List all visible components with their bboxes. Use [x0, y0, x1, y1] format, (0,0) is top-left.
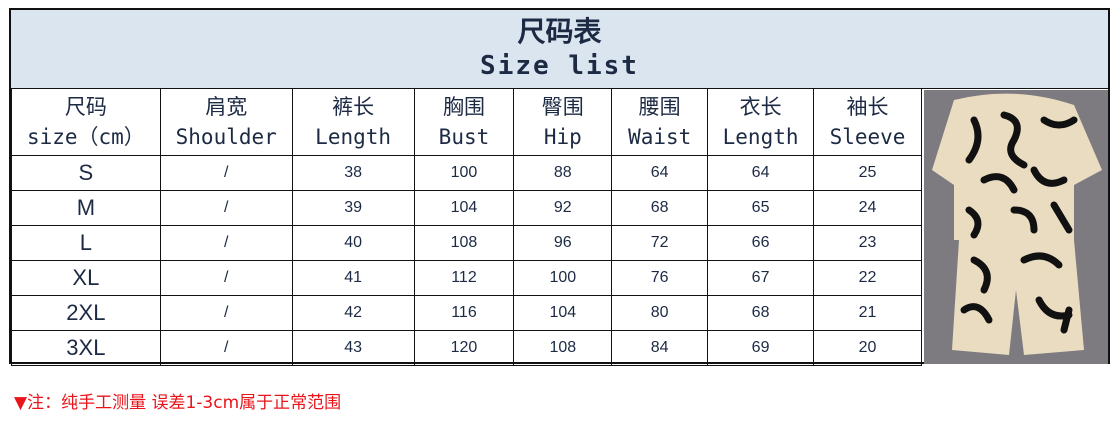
table-cell: 108 [513, 330, 613, 366]
table-cell: / [159, 190, 293, 226]
column-header-cn: 衣长 [739, 95, 782, 119]
table-cell: 38 [291, 155, 415, 191]
table-cell: 76 [611, 260, 709, 296]
table-row: L/40 108 96 72 66 23 [11, 225, 922, 261]
column-header-cn: 尺码 [64, 95, 107, 119]
table-cell: 43 [291, 330, 415, 366]
size-cell: S [11, 155, 161, 191]
size-table: 尺码 size（cm） 肩宽 Shoulder 裤长 Length 胸围 Bust 臀围 Hip 腰… [11, 88, 922, 366]
table-cell: 72 [611, 225, 709, 261]
column-header-en: Hip [543, 125, 582, 149]
title-cn: 尺码表 [517, 15, 602, 48]
table-cell: 68 [707, 295, 815, 331]
column-header-cn: 臀围 [541, 95, 584, 119]
table-cell: 24 [813, 190, 922, 226]
column-header-en: Sleeve [829, 125, 906, 149]
table-cell: 22 [813, 260, 922, 296]
table-cell: 116 [413, 295, 515, 331]
table-cell: 104 [513, 295, 613, 331]
table-cell: 23 [813, 225, 922, 261]
size-chart: 尺码表 Size list 尺码 size（cm） 肩宽 Shoulder 裤长 Leng… [9, 8, 1110, 366]
table-cell: / [159, 155, 293, 191]
column-header: 肩宽 Shoulder [159, 88, 293, 156]
table-cell: 100 [413, 155, 515, 191]
column-header: 腰围 Waist [611, 88, 709, 156]
chart-title-banner: 尺码表 Size list [11, 10, 1108, 89]
size-cell: L [11, 225, 161, 261]
table-row: S/38 100 88 64 64 25 [11, 155, 922, 191]
table-row: 3XL/43 120 108 84 69 20 [11, 330, 922, 366]
table-cell: / [159, 260, 293, 296]
column-header: 臀围 Hip [513, 88, 613, 156]
table-cell: 69 [707, 330, 815, 366]
table-cell: 88 [513, 155, 613, 191]
column-header-en: Waist [628, 125, 692, 149]
column-header-en: Shoulder [175, 125, 277, 149]
table-cell: 42 [291, 295, 415, 331]
table-row: XL/41 112 100 76 67 22 [11, 260, 922, 296]
table-cell: / [159, 225, 293, 261]
table-cell: 20 [813, 330, 922, 366]
table-cell: 96 [513, 225, 613, 261]
table-cell: 104 [413, 190, 515, 226]
column-header-cn: 腰围 [638, 95, 681, 119]
size-cell: 3XL [11, 330, 161, 366]
table-cell: 41 [291, 260, 415, 296]
column-header: 袖长 Sleeve [813, 88, 922, 156]
table-cell: 66 [707, 225, 815, 261]
column-header-en: size（cm） [26, 125, 145, 149]
header-row: 尺码 size（cm） 肩宽 Shoulder 裤长 Length 胸围 Bust 臀围 Hip 腰… [11, 88, 922, 156]
table-cell: 39 [291, 190, 415, 226]
title-en: Size list [480, 51, 639, 81]
column-header-cn: 胸围 [442, 95, 485, 119]
table-cell: 40 [291, 225, 415, 261]
size-cell: M [11, 190, 161, 226]
table-cell: 92 [513, 190, 613, 226]
table-cell: 100 [513, 260, 613, 296]
table-cell: / [159, 330, 293, 366]
table-cell: 108 [413, 225, 515, 261]
product-photo [924, 90, 1108, 364]
table-row: M/39 104 92 68 65 24 [11, 190, 922, 226]
table-cell: 112 [413, 260, 515, 296]
column-header-cn: 肩宽 [205, 95, 248, 119]
column-header-en: Length [722, 125, 799, 149]
table-cell: 68 [611, 190, 709, 226]
size-cell: XL [11, 260, 161, 296]
table-cell: 120 [413, 330, 515, 366]
table-cell: 25 [813, 155, 922, 191]
column-header-en: Length [315, 125, 392, 149]
column-header-cn: 袖长 [846, 95, 889, 119]
table-cell: 84 [611, 330, 709, 366]
column-header: 胸围 Bust [413, 88, 515, 156]
measurement-note: ▼注：纯手工测量 误差1-3cm属于正常范围 [14, 393, 342, 413]
column-header-en: Bust [438, 125, 490, 149]
table-cell: 65 [707, 190, 815, 226]
table-cell: 80 [611, 295, 709, 331]
size-cell: 2XL [11, 295, 161, 331]
table-cell: 67 [707, 260, 815, 296]
table-row: 2XL/42 116 104 80 68 21 [11, 295, 922, 331]
table-cell: / [159, 295, 293, 331]
column-header: 裤长 Length [291, 88, 415, 156]
column-header: 衣长 Length [707, 88, 815, 156]
column-header: 尺码 size（cm） [11, 88, 161, 156]
table-cell: 21 [813, 295, 922, 331]
table-cell: 64 [611, 155, 709, 191]
table-cell: 64 [707, 155, 815, 191]
column-header-cn: 裤长 [332, 95, 375, 119]
